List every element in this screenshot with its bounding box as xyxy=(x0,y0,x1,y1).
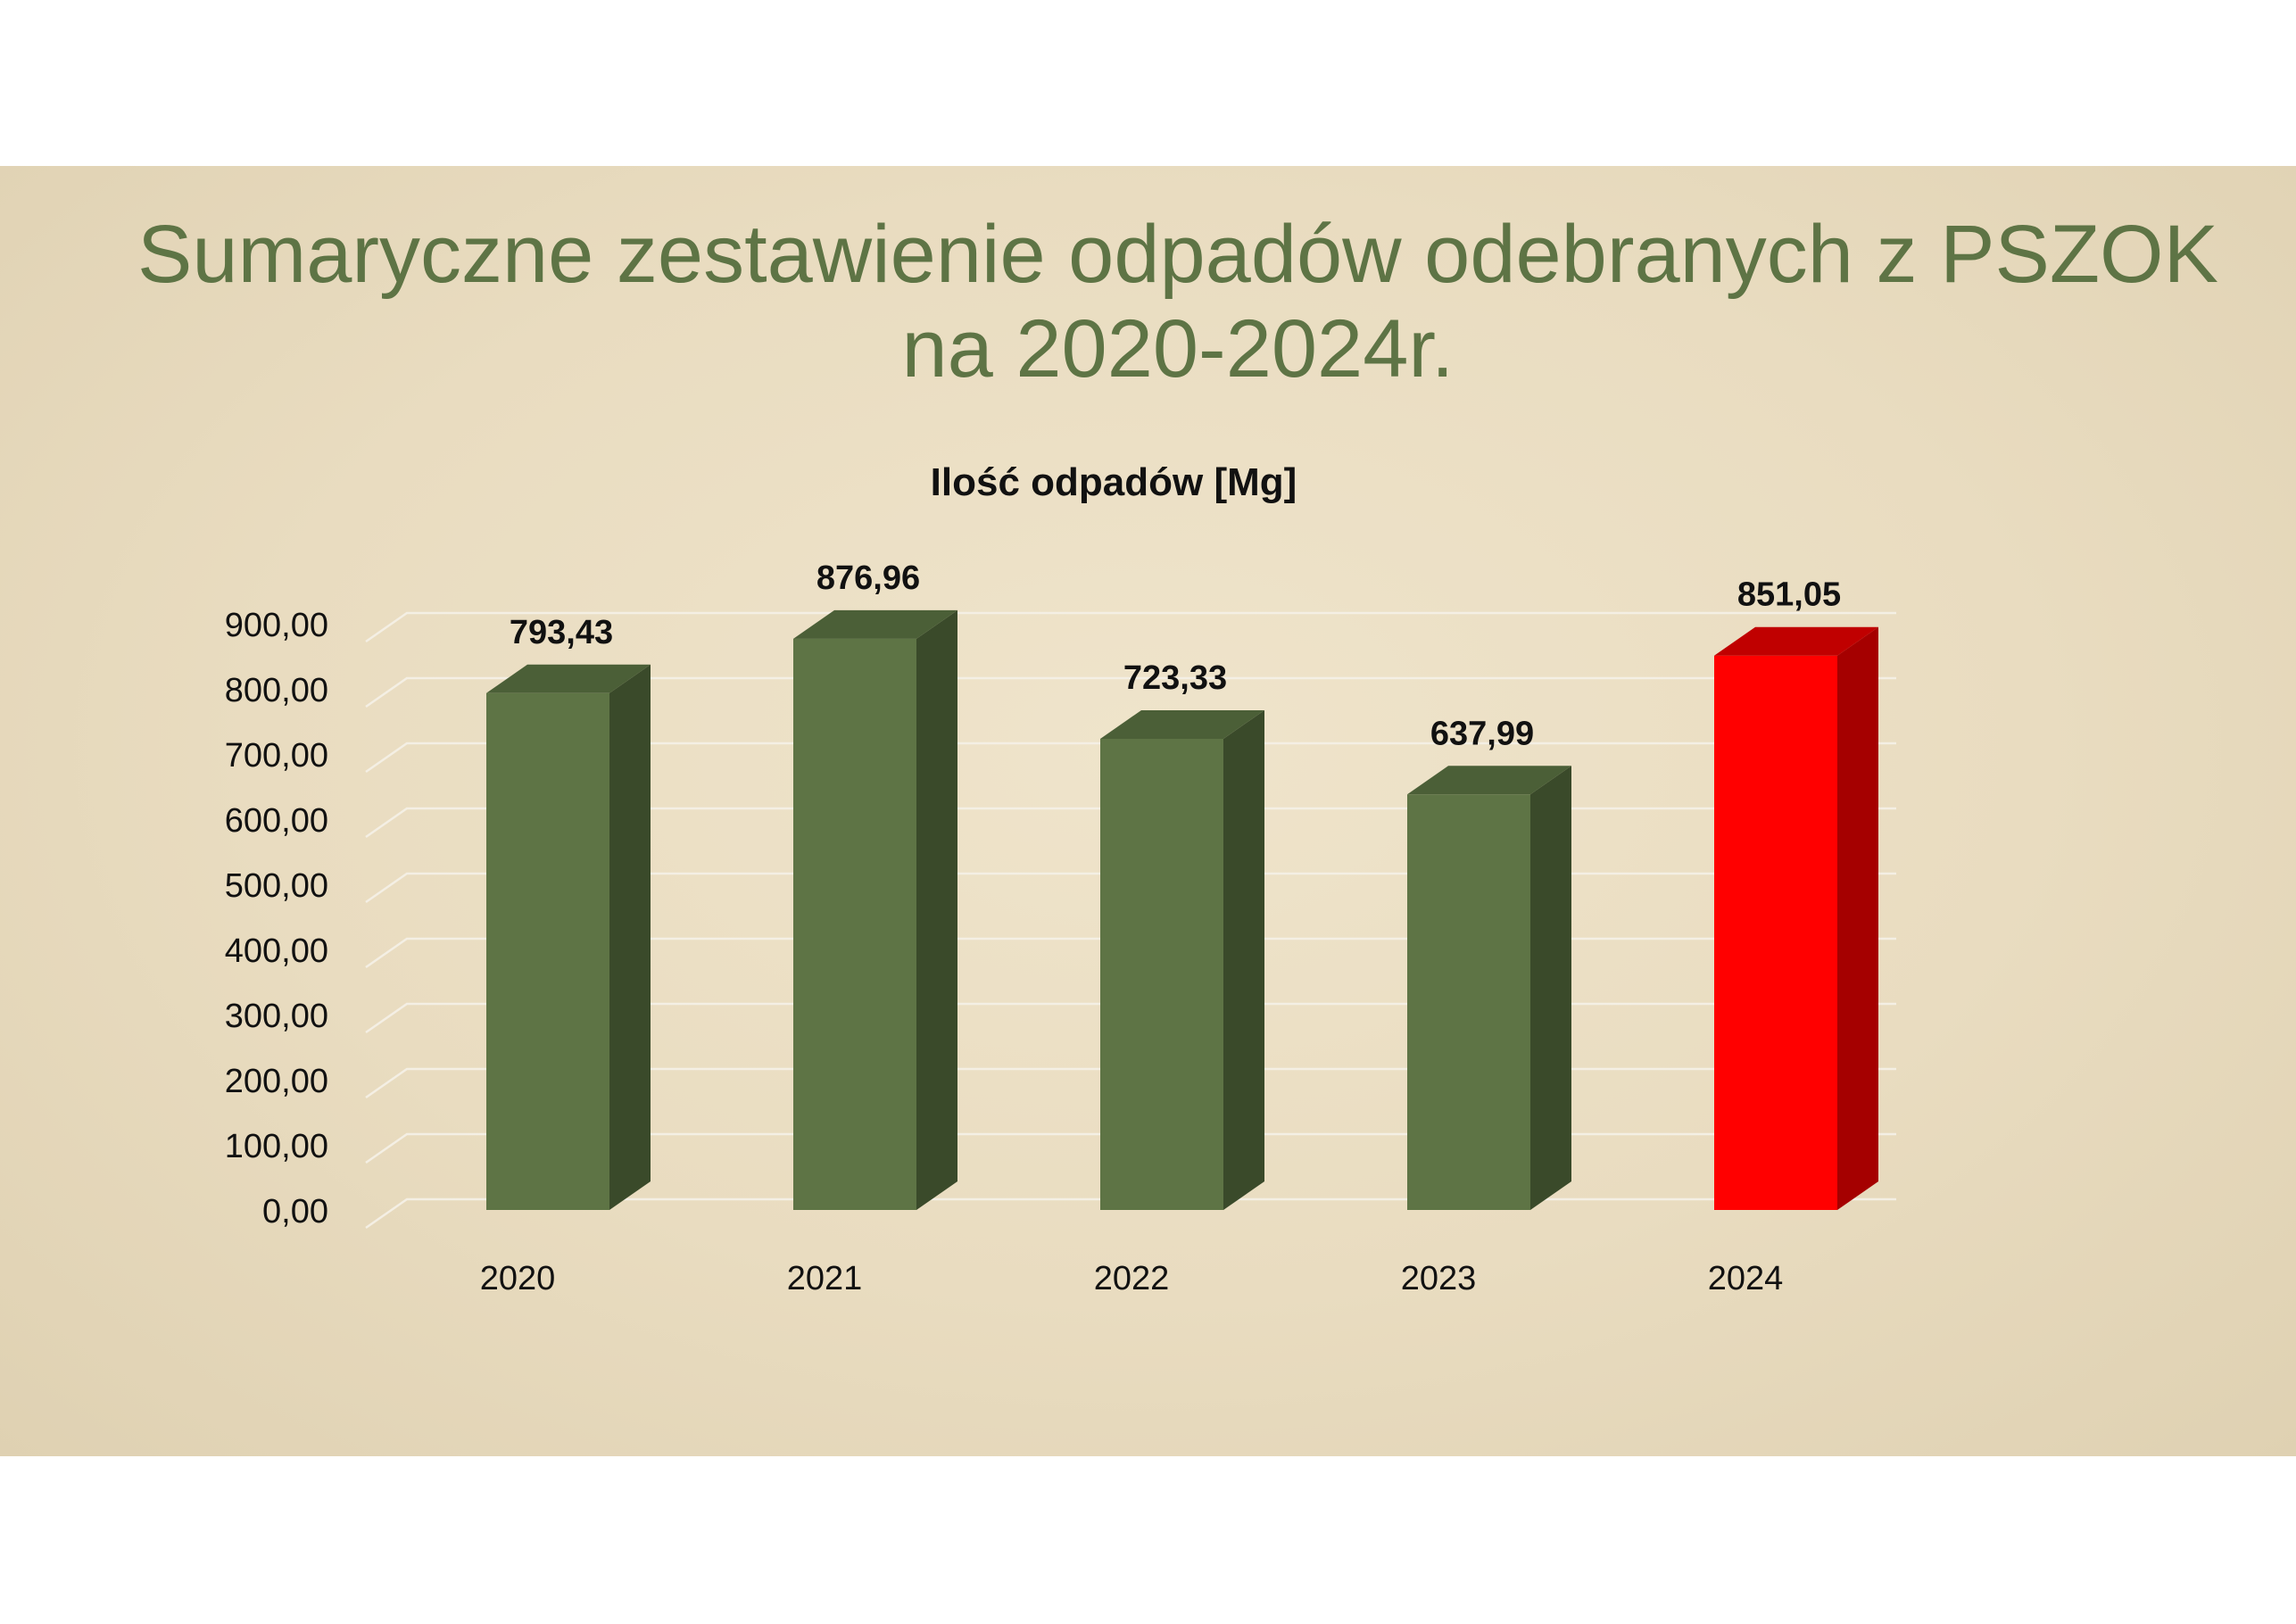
gridline xyxy=(365,611,1896,643)
data-label: 793,43 xyxy=(510,614,613,651)
chart-title: Ilość odpadów [Mg] xyxy=(931,460,1297,504)
bar-front xyxy=(1100,738,1223,1210)
gridline xyxy=(365,676,1896,708)
axis-layer: 0,00 100,00 200,00 300,00 400,00 500,00 600,00… xyxy=(225,607,1784,1297)
slide-title: Sumaryczne zestawienie odpadów odebranyc… xyxy=(0,207,2296,396)
gridline xyxy=(365,872,1896,904)
gridline xyxy=(365,1002,1896,1034)
bar-side xyxy=(609,664,651,1210)
x-tick-label: 2020 xyxy=(480,1260,556,1297)
y-tick-label: 0,00 xyxy=(262,1193,328,1230)
bar-top xyxy=(793,609,957,639)
data-label: 723,33 xyxy=(1123,659,1227,697)
y-tick-label: 300,00 xyxy=(225,998,328,1035)
bar-top xyxy=(1100,709,1264,739)
bar xyxy=(1100,709,1264,1210)
bar-side xyxy=(1837,626,1878,1210)
y-tick-label: 400,00 xyxy=(225,932,328,970)
bar xyxy=(793,609,957,1210)
bar-top xyxy=(1714,626,1878,656)
bar-front xyxy=(1714,655,1837,1210)
y-tick-label: 100,00 xyxy=(225,1128,328,1165)
bar-top xyxy=(486,664,651,693)
slide-title-line-2: na 2020-2024r. xyxy=(901,303,1455,394)
bar-front xyxy=(793,638,916,1210)
bar xyxy=(1407,766,1571,1210)
bar-side xyxy=(916,609,957,1210)
gridline xyxy=(365,937,1896,969)
bar-top xyxy=(1407,766,1571,795)
grid-layer xyxy=(365,611,1896,1230)
data-label: 876,96 xyxy=(816,559,920,597)
bar-side xyxy=(1223,709,1264,1210)
data-label: 851,05 xyxy=(1737,576,1841,614)
y-tick-label: 700,00 xyxy=(225,737,328,775)
x-tick-label: 2023 xyxy=(1401,1260,1477,1297)
gridline xyxy=(365,1132,1896,1164)
gridline xyxy=(365,807,1896,839)
y-tick-label: 600,00 xyxy=(225,802,328,840)
bar-layer xyxy=(486,609,1878,1210)
data-label: 637,99 xyxy=(1430,715,1534,752)
bar xyxy=(486,664,651,1210)
slide-title-line-1: Sumaryczne zestawienie odpadów odebranyc… xyxy=(137,209,2218,300)
bar xyxy=(1714,626,1878,1210)
gridline xyxy=(365,1197,1896,1230)
bar-front xyxy=(486,692,609,1210)
bar-front xyxy=(1407,794,1530,1210)
y-tick-label: 200,00 xyxy=(225,1063,328,1100)
gridline xyxy=(365,1067,1896,1099)
bar-side xyxy=(1530,766,1571,1210)
label-layer: 793,43 876,96 723,33 637,99 851,05 xyxy=(510,559,1841,752)
y-tick-label: 500,00 xyxy=(225,867,328,905)
y-tick-label: 900,00 xyxy=(225,607,328,644)
x-tick-label: 2021 xyxy=(787,1260,863,1297)
x-tick-label: 2024 xyxy=(1708,1260,1784,1297)
gridline xyxy=(365,742,1896,774)
x-tick-label: 2022 xyxy=(1094,1260,1170,1297)
y-tick-label: 800,00 xyxy=(225,672,328,709)
